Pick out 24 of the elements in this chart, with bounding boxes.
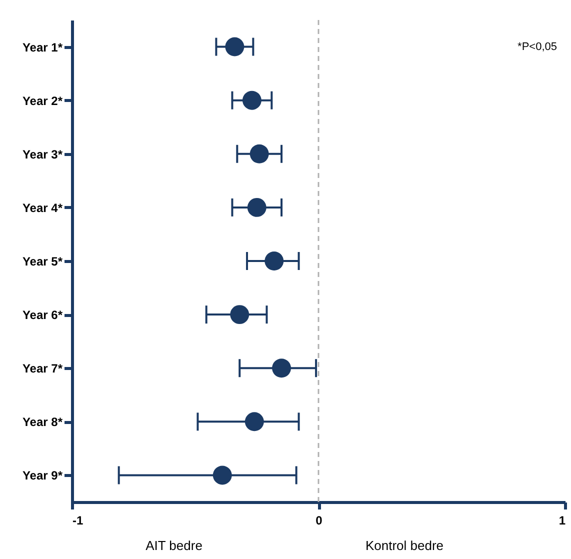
point: [264, 252, 284, 270]
point: [230, 305, 250, 324]
y-tick-label: Year 7*: [22, 362, 63, 376]
point: [225, 37, 244, 56]
annotation: *P<0,05: [518, 41, 557, 53]
y-tick-label: Year 8*: [22, 415, 63, 430]
text: AIT bedre: [146, 538, 202, 553]
point: [244, 412, 264, 432]
x-tick-label: 1: [558, 514, 566, 528]
y-tick-label: Year 3*: [22, 147, 63, 162]
y-tick-label: Year 1*: [22, 40, 63, 54]
y-tick-label: Year 9*: [22, 468, 63, 483]
point: [242, 90, 262, 110]
text: Kontrol bedre: [365, 538, 444, 553]
x-tick-label: -1: [72, 514, 84, 528]
point: [247, 198, 266, 217]
point: [272, 358, 292, 378]
y-tick-label: Year 6*: [22, 308, 63, 322]
y-tick-label: Year 2*: [22, 94, 63, 108]
point: [212, 466, 232, 485]
x-tick-label: 0: [316, 514, 323, 528]
y-tick-label: Year 4*: [22, 200, 63, 215]
point: [250, 144, 269, 164]
y-tick-label: Year 5*: [22, 254, 63, 268]
